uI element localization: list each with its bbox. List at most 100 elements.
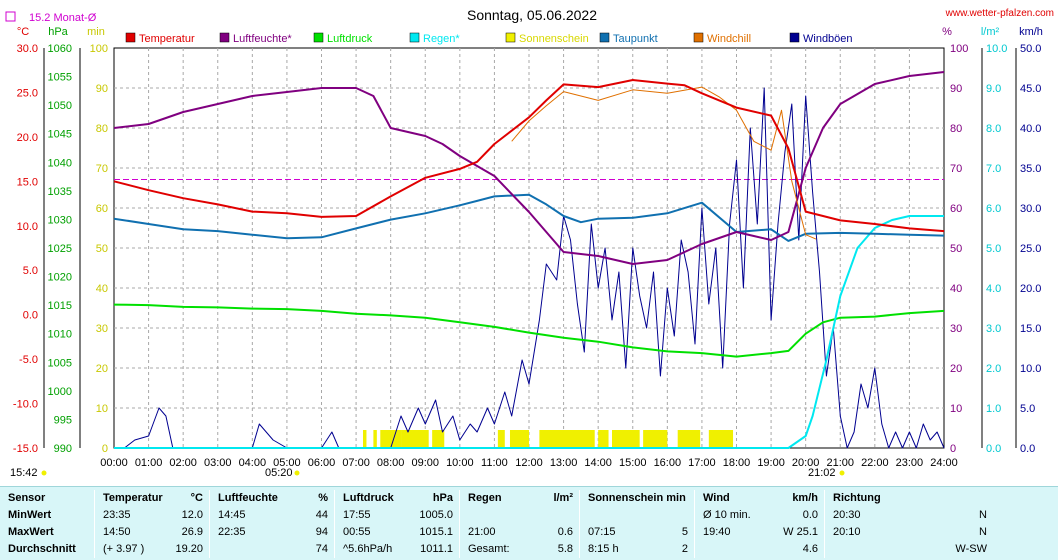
hdr-kmh: km/h [792,491,818,504]
x-tick-label: 00:00 [100,457,128,469]
sun-val: 5 [681,525,688,538]
stats-row-avg: Durchschnitt (+ 3.97 ) 19.20 74 ^5.6hPa/… [0,541,993,558]
x-tick-label: 05:00 [273,457,301,469]
wind-time [694,541,773,558]
tick-label-pressure: 1015 [48,300,72,312]
weather-chart: Sonntag, 05.06.2022 www.wetter-pfalzen.c… [5,7,1054,479]
dir-val: N [979,525,987,538]
tick-label-sunshine: 40 [96,283,108,295]
legend-label-taupunkt: Taupunkt [613,33,658,45]
tick-label-wind: 10.0 [1020,363,1041,375]
chart-title: Sonntag, 05.06.2022 [467,7,597,23]
monthly-avg-label: 15.2 Monat-Ø [29,12,97,24]
tick-label-sunshine: 20 [96,363,108,375]
hdr-sonnenschein: Sonnenschein min [579,490,695,507]
legend-swatch-sonnenschein [505,32,516,43]
x-tick-label: 18:00 [723,457,751,469]
x-tick-label: 03:00 [204,457,232,469]
axis-unit-min: min [87,26,105,38]
hum-val: 74 [315,542,328,555]
legend-label-windchill: Windchill [707,33,751,45]
tick-label-humidity: 30 [950,323,962,335]
tick-label-wind: 40.0 [1020,123,1041,135]
dir-val: N [979,508,987,521]
plot-area [113,71,945,449]
tick-label-humidity: 20 [950,363,962,375]
temp-val: 26.9 [181,525,203,538]
time-left-label: 15:42 [10,467,38,479]
hdr-temperatur: Temperatur [94,490,173,507]
tick-label-rain: 8.0 [986,123,1001,135]
axis-unit-rain: l/m² [981,26,1000,38]
sunset-icon [839,470,845,476]
axis-unit-celsius: °C [17,26,29,38]
stats-row-max: MaxWert 14:50 26.9 22:35 94 00:55 1015.1… [0,524,993,541]
sun-time: 07:15 [579,524,648,541]
legend-label-regen: Regen* [423,33,460,45]
tick-label-humidity: 90 [950,83,962,95]
series-line-taupunkt [113,193,945,242]
x-tick-label: 01:00 [135,457,163,469]
tick-label-rain: 5.0 [986,243,1001,255]
hum-time [209,541,308,558]
x-tick-label: 07:00 [342,457,370,469]
tick-label-rain: 3.0 [986,323,1001,335]
x-tick-label: 09:00 [411,457,439,469]
tick-label-temperature: 0.0 [23,310,38,322]
tick-label-rain: 2.0 [986,363,1001,375]
x-tick-label: 11:00 [481,457,508,469]
x-tick-label: 02:00 [169,457,197,469]
wind-val: 4.6 [802,542,818,555]
legend-label-luftdruck: Luftdruck [327,33,373,45]
series-line-luftdruck [113,303,945,358]
legend-swatch-windboeen [789,32,800,43]
tick-label-rain: 10.0 [986,43,1007,55]
temp-time: 14:50 [94,524,173,541]
tick-label-pressure: 1035 [48,186,72,198]
wind-val: W 25.1 [783,525,818,538]
x-tick-label: 22:00 [861,457,889,469]
tick-label-wind: 50.0 [1020,43,1041,55]
x-tick-label: 06:00 [308,457,336,469]
site-link[interactable]: www.wetter-pfalzen.com [945,8,1054,19]
tick-label-temperature: 15.0 [17,176,38,188]
tick-label-humidity: 100 [950,43,968,55]
sunshine-bar [612,430,640,448]
stats-panel: Sensor Temperatur °C Luftfeuchte % Luftd… [0,486,1058,560]
rain-val: 0.6 [557,525,573,538]
tick-label-sunshine: 0 [102,443,108,455]
tick-label-sunshine: 50 [96,243,108,255]
legend-swatch-luftdruck [313,32,324,43]
tick-label-sunshine: 60 [96,203,108,215]
wind-time: Ø 10 min. [694,507,773,524]
sunrise-label: 05:20 [265,467,293,479]
hdr-wind: Wind [694,490,773,507]
stats-header-row: Sensor Temperatur °C Luftfeuchte % Luftd… [0,490,993,507]
x-tick-label: 14:00 [584,457,612,469]
tick-label-pressure: 1010 [48,329,72,341]
tick-label-humidity: 0 [950,443,956,455]
x-tick-label: 16:00 [654,457,682,469]
tick-label-pressure: 1060 [48,43,72,55]
x-tick-label: 12:00 [515,457,543,469]
hum-val: 94 [315,525,328,538]
tick-label-humidity: 80 [950,123,962,135]
tick-label-sunshine: 90 [96,83,108,95]
sunshine-bar [598,430,609,448]
tick-label-sunshine: 80 [96,123,108,135]
hdr-percent: % [318,491,328,504]
sunshine-bar [497,430,505,448]
x-tick-label: 19:00 [757,457,785,469]
series-line-regen [114,215,944,449]
row-label: MaxWert [8,525,54,538]
axes: 30.0 25.0 20.0 15.0 10.0 5.0 0.0 -5.0 -10.0 -15.0… [13,43,1042,469]
x-tick-label: 10:00 [446,457,474,469]
sun-val [648,507,695,524]
tick-label-humidity: 70 [950,163,962,175]
x-tick-label: 23:00 [896,457,924,469]
press-val: 1005.0 [419,508,453,521]
tick-label-temperature: 30.0 [17,43,38,55]
tick-label-wind: 0.0 [1020,443,1035,455]
tick-label-temperature: -15.0 [13,443,38,455]
tick-label-pressure: 1000 [48,386,72,398]
